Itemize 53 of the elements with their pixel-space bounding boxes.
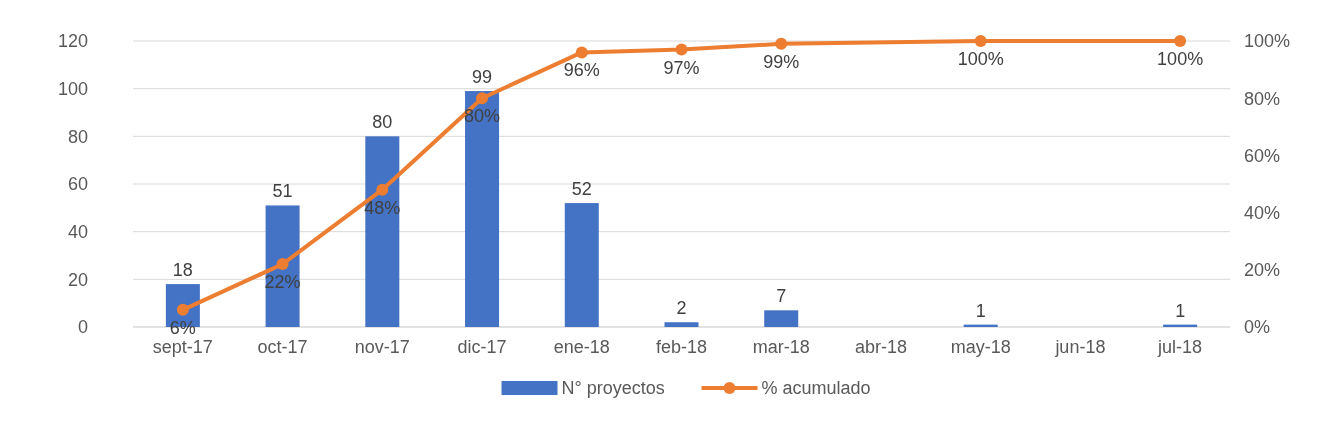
y2-tick-label: 20% (1244, 260, 1281, 281)
data-label: 96% (563, 60, 600, 81)
bar (664, 322, 699, 327)
x-tick-label: may-18 (950, 337, 1011, 357)
data-label: 51 (272, 181, 293, 202)
data-label: 97% (663, 57, 700, 78)
point (775, 37, 788, 50)
data-label: 1 (975, 300, 986, 321)
y-tick-label: 20 (67, 269, 88, 290)
data-label: 1 (1175, 300, 1186, 321)
point (575, 46, 588, 59)
y2-tick-label: 60% (1244, 145, 1281, 166)
data-label: 7 (776, 286, 787, 307)
x-tick-label: dic-17 (457, 337, 507, 357)
data-label: 52 (571, 179, 592, 200)
y-tick-label: 60 (67, 174, 88, 195)
point (974, 35, 987, 47)
x-tick-label: oct-17 (257, 337, 308, 357)
point (1174, 35, 1187, 47)
x-tick-label: abr-18 (854, 337, 907, 357)
legend-label: % acumulado (761, 378, 871, 399)
y-tick-label: 40 (67, 221, 88, 242)
y2-tick-label: 100% (1244, 31, 1291, 52)
point (276, 258, 289, 271)
data-label: 100% (1157, 49, 1204, 69)
point (376, 183, 389, 196)
data-label: 2 (676, 298, 687, 319)
bar (564, 203, 599, 327)
legend-label: N° proyectos (561, 378, 665, 399)
y-tick-label: 0 (77, 317, 88, 338)
bar (764, 310, 799, 327)
y-tick-label: 100 (57, 78, 88, 99)
bar (365, 136, 400, 327)
data-label: 100% (957, 49, 1004, 69)
y-tick-label: 120 (57, 31, 88, 52)
x-tick-label: feb-18 (655, 337, 708, 357)
data-label: 18 (172, 260, 193, 281)
y2-tick-label: 40% (1244, 202, 1281, 223)
y2-tick-label: 0% (1244, 317, 1271, 338)
point (675, 43, 688, 56)
x-tick-label: jul-18 (1157, 337, 1203, 357)
data-label: 99% (763, 51, 800, 72)
data-label: 80 (372, 112, 393, 133)
x-tick-label: nov-17 (354, 337, 410, 357)
bar (465, 91, 500, 327)
y-tick-label: 80 (67, 126, 88, 147)
data-label: 99 (472, 67, 493, 88)
point (476, 92, 489, 105)
y2-tick-label: 80% (1244, 88, 1281, 109)
x-tick-label: ene-18 (553, 337, 610, 357)
x-tick-label: sept-17 (152, 337, 213, 357)
x-tick-label: jun-18 (1054, 337, 1106, 357)
x-tick-label: mar-18 (752, 337, 810, 357)
